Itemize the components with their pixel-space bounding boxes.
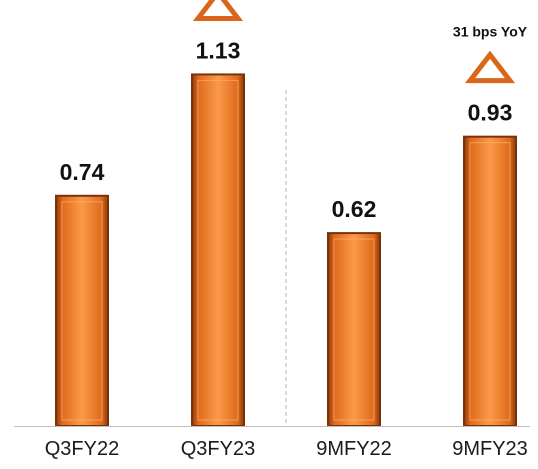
category-label: 9MFY22	[316, 438, 392, 460]
yoy-text: 31 bps YoY	[453, 24, 528, 40]
bar-bevel	[333, 238, 375, 421]
category-label: Q3FY23	[181, 438, 255, 460]
value-label: 0.93	[468, 100, 513, 126]
category-label: Q3FY22	[45, 438, 119, 460]
yoy-annotation: 31 bps YoY	[453, 24, 528, 84]
bar-body	[55, 194, 109, 427]
bar-series	[55, 73, 517, 428]
triangle-up-icon	[192, 0, 244, 21]
bar-bevel	[469, 142, 511, 421]
bar-bevel	[61, 201, 103, 421]
category-label: 9MFY23	[452, 438, 528, 460]
bar	[327, 232, 381, 427]
bar	[463, 135, 517, 428]
value-label: 0.74	[60, 159, 105, 185]
annotations: 39 bps YoY 31 bps YoY	[192, 0, 528, 84]
bar-body	[463, 135, 517, 428]
category-labels: Q3FY22 Q3FY23 9MFY22 9MFY23	[45, 438, 528, 460]
bar-body	[191, 73, 245, 427]
value-labels: 0.74 1.13 0.62 0.93	[60, 37, 513, 222]
value-label: 1.13	[196, 37, 241, 63]
yoy-annotation: 39 bps YoY	[192, 0, 244, 21]
bar-body	[327, 232, 381, 427]
bar	[191, 73, 245, 427]
bar-bevel	[197, 79, 239, 421]
value-label: 0.62	[332, 196, 377, 222]
triangle-up-icon	[464, 50, 516, 84]
bar	[55, 194, 109, 427]
